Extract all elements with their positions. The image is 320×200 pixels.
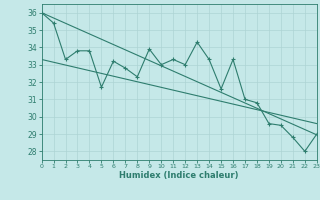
- X-axis label: Humidex (Indice chaleur): Humidex (Indice chaleur): [119, 171, 239, 180]
